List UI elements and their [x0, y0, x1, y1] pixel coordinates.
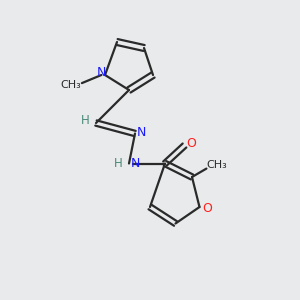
Text: H: H — [81, 113, 90, 127]
Text: H: H — [114, 157, 123, 170]
Text: N: N — [97, 66, 106, 79]
Text: N: N — [130, 157, 140, 170]
Text: CH₃: CH₃ — [206, 160, 227, 170]
Text: N: N — [136, 125, 146, 139]
Text: O: O — [186, 136, 196, 150]
Text: O: O — [202, 202, 212, 215]
Text: CH₃: CH₃ — [61, 80, 82, 91]
